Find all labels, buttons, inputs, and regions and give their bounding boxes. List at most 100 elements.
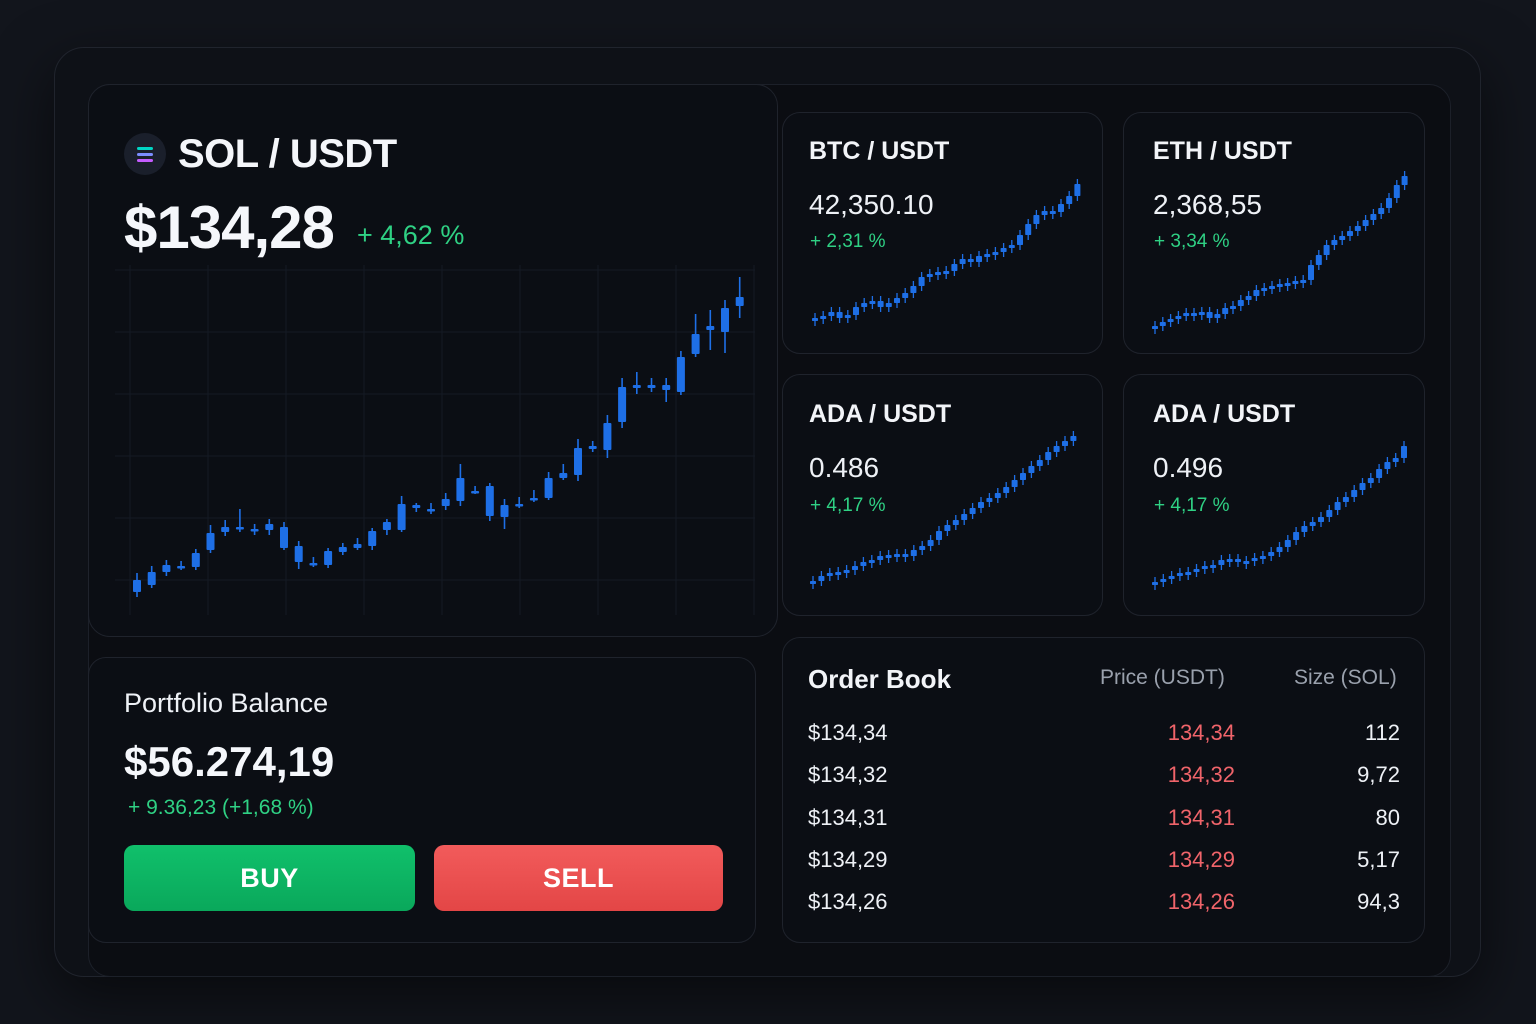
mini-candle xyxy=(918,272,925,291)
order-book-row[interactable]: $134,29 134,29 5,17 xyxy=(808,847,1400,877)
mini-candle xyxy=(877,296,884,312)
mini-candle xyxy=(1347,226,1353,241)
ticker-card-ada[interactable] xyxy=(782,374,1103,616)
ticker-card-btc[interactable] xyxy=(782,112,1103,354)
candle xyxy=(471,486,480,494)
order-book-row[interactable]: $134,26 134,26 94,3 xyxy=(808,889,1400,919)
mini-candle xyxy=(1226,554,1233,567)
mini-candle xyxy=(910,281,917,298)
candle xyxy=(427,503,435,514)
mini-candle xyxy=(1167,314,1174,327)
mini-candle xyxy=(1003,482,1010,498)
mini-candle xyxy=(1386,193,1392,213)
ticker-pair: BTC / USDT xyxy=(809,137,950,165)
candle xyxy=(529,490,538,502)
sell-button[interactable]: SELL xyxy=(434,845,723,911)
mini-candle xyxy=(1058,199,1064,217)
candle xyxy=(603,415,612,458)
order-book-card xyxy=(782,637,1425,943)
order-book-price-header: Price (USDT) xyxy=(1100,666,1225,689)
mini-candle xyxy=(1367,473,1374,488)
mini-candle xyxy=(1284,278,1291,291)
mini-candle xyxy=(1362,215,1369,231)
candle xyxy=(265,519,274,535)
order-book-row[interactable]: $134,31 134,31 80 xyxy=(808,805,1400,835)
order-book-row[interactable]: $134,34 134,34 112 xyxy=(808,720,1400,750)
candle xyxy=(280,522,288,550)
buy-button[interactable]: BUY xyxy=(124,845,415,911)
ticker-card-ada-2[interactable] xyxy=(1123,374,1425,616)
candle xyxy=(177,561,186,570)
order-book-row[interactable]: $134,32 134,32 9,72 xyxy=(808,762,1400,792)
candle xyxy=(338,543,347,555)
ticker-chart-eth xyxy=(1152,171,1408,334)
mini-candle xyxy=(1201,561,1208,574)
mini-candle xyxy=(1070,431,1077,446)
candle xyxy=(456,464,465,506)
mini-candle xyxy=(1315,250,1322,270)
mini-candle xyxy=(986,493,993,507)
candle xyxy=(691,314,700,357)
mini-candle xyxy=(877,551,884,565)
mini-candle xyxy=(952,515,959,530)
mini-candle xyxy=(992,247,999,260)
mini-candle xyxy=(1245,291,1252,305)
candle xyxy=(647,378,656,392)
candle xyxy=(235,509,244,532)
candle xyxy=(735,277,744,318)
mini-candle xyxy=(1351,485,1358,502)
mini-candle xyxy=(1326,505,1333,522)
portfolio-title: Portfolio Balance xyxy=(124,688,329,718)
main-candlestick-chart[interactable] xyxy=(110,260,760,620)
mini-candle xyxy=(868,555,875,568)
mini-candle xyxy=(902,549,909,562)
mini-candle xyxy=(852,561,858,575)
candle xyxy=(706,310,715,350)
mini-candle xyxy=(1152,321,1158,334)
mini-candle xyxy=(1393,180,1400,203)
mini-candle xyxy=(812,313,818,326)
candle xyxy=(221,520,230,536)
candle xyxy=(397,496,406,532)
mini-candle xyxy=(1253,285,1260,301)
mini-candle xyxy=(1176,568,1183,581)
mini-candle xyxy=(1259,551,1266,564)
mini-candle xyxy=(919,541,926,555)
mini-candle xyxy=(861,298,868,312)
ticker-change: + 2,31 % xyxy=(810,231,886,252)
mini-candle xyxy=(1308,260,1314,285)
mini-candle xyxy=(835,567,842,580)
candle xyxy=(309,557,318,567)
order-price: 134,34 xyxy=(1167,720,1235,745)
mini-candle xyxy=(894,549,900,562)
portfolio-balance: $56.274,19 xyxy=(124,738,335,785)
main-chart-card[interactable] xyxy=(88,84,778,637)
mini-candle xyxy=(1243,556,1250,569)
candle xyxy=(133,573,141,597)
candle xyxy=(206,525,215,553)
mini-candle xyxy=(828,307,835,321)
mini-candle xyxy=(1276,542,1283,557)
mini-candle xyxy=(1401,441,1407,463)
mini-candle xyxy=(1222,303,1229,319)
mini-candle xyxy=(1045,447,1052,465)
candle xyxy=(162,560,171,576)
ticker-card-eth[interactable] xyxy=(1123,112,1425,354)
mini-candle xyxy=(885,298,892,312)
mini-candle xyxy=(1339,231,1346,245)
mini-candle xyxy=(1191,308,1197,321)
mini-candle xyxy=(961,509,968,525)
main-price: $134,28 xyxy=(124,194,335,261)
mini-candle xyxy=(1309,517,1316,531)
mini-candle xyxy=(1301,521,1308,537)
mini-candle xyxy=(969,503,976,519)
order-book-title: Order Book xyxy=(808,664,952,694)
ticker-price: 0.496 xyxy=(1153,452,1224,483)
mini-candle xyxy=(1318,512,1324,527)
mini-candle xyxy=(1354,221,1361,236)
mini-candle xyxy=(860,557,867,571)
mini-candle xyxy=(1028,461,1035,478)
ticker-change: + 3,34 % xyxy=(1154,231,1230,252)
ticker-change: + 4,17 % xyxy=(1154,495,1230,516)
mini-candle xyxy=(944,520,951,536)
